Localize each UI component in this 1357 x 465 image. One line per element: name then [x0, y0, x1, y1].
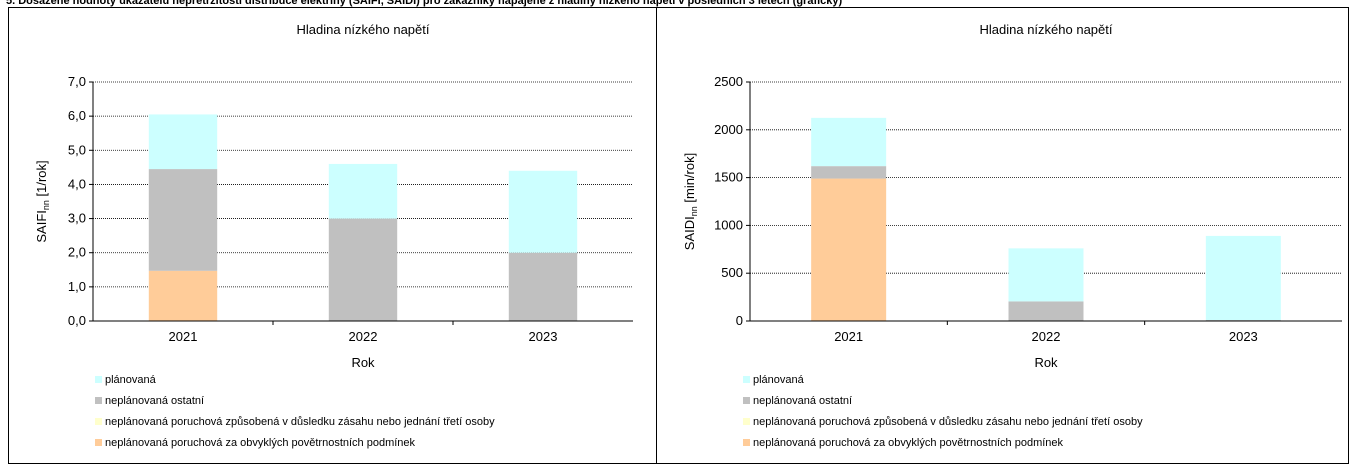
legend-label: neplánovaná poruchová způsobená v důsled…: [753, 415, 1143, 428]
saifi-ytick-label: 6,0: [68, 108, 86, 123]
saidi-ytick-label: 1000: [714, 217, 743, 232]
legend-swatch: [95, 376, 102, 383]
legend-item: neplánovaná poruchová za obvyklých povět…: [95, 432, 495, 453]
saidi-bar-segment: [811, 117, 887, 167]
saidi-ytick-label: 0: [736, 313, 743, 328]
saidi-title: Hladina nízkého napětí: [980, 22, 1113, 37]
legend-item: neplánovaná ostatní: [743, 390, 1143, 411]
legend-item: neplánovaná poruchová za obvyklých povět…: [743, 432, 1143, 453]
legend-swatch: [95, 418, 102, 425]
legend-label: plánovaná: [753, 373, 804, 386]
legend-label: neplánovaná poruchová za obvyklých povět…: [105, 436, 416, 449]
saifi-ytick-label: 7,0: [68, 74, 86, 89]
saifi-bar-segment: [508, 252, 578, 321]
saifi-bar-segment: [148, 114, 218, 170]
saidi-bar-segment: [811, 178, 887, 321]
saifi-bar-segment: [328, 218, 398, 321]
legend-item: plánovaná: [743, 369, 1143, 390]
legend-item: neplánovaná poruchová způsobená v důsled…: [743, 411, 1143, 432]
legend-label: neplánovaná ostatní: [105, 394, 205, 407]
page-heading: 5. Dosažené hodnoty ukazatelů nepřetržit…: [6, 0, 843, 7]
saidi-chart-svg: Hladina nízkého napětí 0 500 1000 1500 2000 25…: [682, 22, 1342, 370]
saifi-ytick-label: 0,0: [68, 313, 86, 328]
saifi-chart-panel: Hladina nízkého napětí 0,0 1,0 2,0 3,0 4,0 5,0…: [8, 7, 657, 464]
saidi-chart-panel: Hladina nízkého napětí 0 500 1000 1500 2000 25…: [656, 7, 1349, 464]
saidi-ytick-label: 2500: [714, 74, 743, 89]
saidi-category-label: 2023: [1229, 329, 1258, 344]
saifi-category-label: 2023: [529, 329, 558, 344]
saidi-ytick-label: 500: [721, 265, 743, 280]
legend-swatch: [743, 439, 750, 446]
saifi-bar-segment: [328, 163, 398, 219]
saidi-bar-segment: [811, 166, 887, 179]
saifi-ytick-label: 4,0: [68, 176, 86, 191]
saidi-ytick-label: 1500: [714, 170, 743, 185]
legend-swatch: [743, 418, 750, 425]
legend-item: neplánovaná poruchová způsobená v důsled…: [95, 411, 495, 432]
legend-swatch: [743, 397, 750, 404]
saifi-bar-segment: [508, 170, 578, 253]
saidi-legend: plánovaná neplánovaná ostatní neplánovan…: [743, 369, 1143, 453]
legend-swatch: [743, 376, 750, 383]
legend-label: neplánovaná ostatní: [753, 394, 853, 407]
saifi-bar-segment: [148, 270, 218, 321]
saifi-legend: plánovaná neplánovaná ostatní neplánovan…: [95, 369, 495, 453]
saifi-bar-segment: [148, 169, 218, 271]
saifi-ytick-label: 3,0: [68, 211, 86, 226]
legend-label: plánovaná: [105, 373, 156, 386]
legend-swatch: [95, 439, 102, 446]
legend-item: plánovaná: [95, 369, 495, 390]
saidi-xlabel: Rok: [1034, 355, 1058, 370]
legend-label: neplánovaná poruchová způsobená v důsled…: [105, 415, 495, 428]
saidi-ylabel: SAIDInn [min/rok]: [682, 153, 699, 250]
saifi-ytick-label: 5,0: [68, 142, 86, 157]
legend-swatch: [95, 397, 102, 404]
legend-item: neplánovaná ostatní: [95, 390, 495, 411]
saifi-category-label: 2022: [349, 329, 378, 344]
saidi-ytick-label: 2000: [714, 122, 743, 137]
saidi-bar-segment: [1008, 248, 1084, 302]
saifi-title: Hladina nízkého napětí: [297, 22, 430, 37]
saidi-category-label: 2021: [834, 329, 863, 344]
saifi-ylabel: SAIFInn [1/rok]: [34, 160, 51, 242]
legend-label: neplánovaná poruchová za obvyklých povět…: [753, 436, 1064, 449]
saidi-bar-segment: [1008, 301, 1084, 321]
saifi-xlabel: Rok: [351, 355, 375, 370]
saidi-bar-segment: [1205, 235, 1281, 321]
saifi-chart-svg: Hladina nízkého napětí 0,0 1,0 2,0 3,0 4,0 5,0…: [34, 22, 633, 370]
saifi-ytick-label: 1,0: [68, 279, 86, 294]
saifi-ytick-label: 2,0: [68, 245, 86, 260]
saifi-category-label: 2021: [169, 329, 198, 344]
saidi-category-label: 2022: [1032, 329, 1061, 344]
